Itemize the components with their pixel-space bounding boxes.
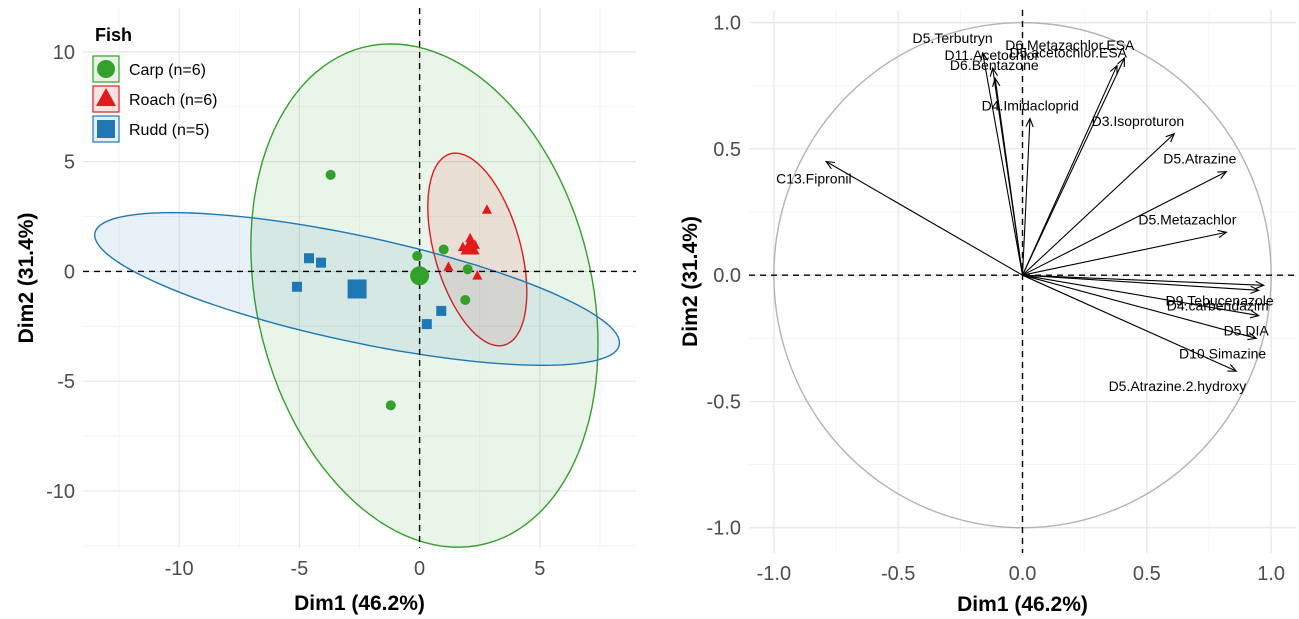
y-tick-label: -1.0 (707, 518, 741, 540)
variable-label: D4.Imidacloprid (982, 98, 1079, 114)
variable-arrow (1021, 118, 1031, 276)
arrow-head (824, 160, 836, 170)
variable-label: D11.Acetochlor (944, 47, 1039, 63)
x-tick-label: 0.0 (1009, 563, 1037, 585)
variable-arrow (1022, 133, 1175, 276)
variable-label: D5.DIA (1224, 323, 1270, 339)
variable-arrow (825, 161, 1023, 276)
variable-label: C13.Fipronil (776, 171, 851, 187)
variable-arrow (1022, 274, 1259, 291)
variable-arrow (1022, 274, 1257, 339)
y-tick-label: -0.5 (707, 391, 741, 413)
x-axis-title: Dim1 (46.2%) (294, 592, 425, 615)
x-tick-label: 5 (534, 558, 545, 580)
x-tick-label: -10 (165, 558, 194, 580)
data-point (481, 204, 492, 214)
variable-label: D5.Metazachlor (1138, 211, 1236, 227)
arrow-head (1117, 56, 1125, 68)
arrow-head (992, 76, 1001, 87)
confidence-ellipse (250, 43, 599, 548)
data-point (436, 305, 447, 316)
data-point (316, 257, 327, 268)
variable-label: D3.Isoproturon (1092, 113, 1185, 129)
legend-label: Carp (n=6) (129, 62, 206, 79)
variable-arrow (1022, 274, 1237, 372)
arrow-head (1025, 117, 1034, 128)
variable-label: D4.carbendazim (1167, 297, 1269, 313)
data-point (291, 281, 302, 292)
variable-label: D6.Metazachlor.ESA (1005, 37, 1135, 53)
arrow-head (980, 51, 989, 62)
data-point (462, 264, 473, 275)
x-tick-label: -1.0 (757, 563, 791, 585)
group-centroid (347, 279, 367, 299)
variable-arrow (1022, 171, 1227, 276)
y-tick-label: 10 (53, 42, 75, 64)
variable-label: D5.acetochlor.ESA (1009, 45, 1127, 61)
arrow-head (1250, 285, 1261, 295)
legend-title: Fish (95, 25, 132, 45)
y-tick-label: 0 (64, 261, 75, 283)
variable-label: D5.Atrazine.2.hydroxy (1109, 378, 1247, 394)
x-tick-label: 0 (414, 558, 425, 580)
arrow-head (1255, 280, 1266, 290)
arrow-head (1217, 229, 1228, 238)
arrow-head (1247, 332, 1258, 341)
arrow-head (1109, 64, 1118, 75)
x-tick-label: 1.0 (1257, 563, 1285, 585)
variable-arrow (982, 52, 1024, 276)
arrow-head (1217, 170, 1228, 179)
group-centroid (460, 236, 480, 255)
y-tick-label: -10 (46, 481, 75, 503)
data-point (438, 244, 449, 255)
data-point (325, 169, 336, 180)
arrow-head (1249, 310, 1261, 319)
variables-correlation-circle: -1.0 -0.5 0.0 0.5 1.0 -1.0 -0.5 0.0 0.5 1.0 D5.Ter… (679, 10, 1296, 616)
data-point (304, 253, 315, 264)
data-point (412, 251, 423, 262)
variable-arrow (994, 78, 1024, 276)
legend-marker (96, 88, 116, 106)
legend-label: Rudd (n=5) (129, 122, 210, 139)
data-point (385, 400, 396, 411)
variable-label: D5.Terbutryn (913, 30, 993, 46)
y-tick-label: -5 (57, 371, 75, 393)
x-axis-title: Dim1 (46.2%) (957, 593, 1088, 616)
variable-arrow (1022, 274, 1264, 286)
variable-arrow (1021, 65, 1118, 276)
data-point (460, 294, 471, 305)
y-tick-label: 5 (64, 152, 75, 174)
data-point (443, 261, 454, 271)
x-tick-label: -0.5 (881, 563, 915, 585)
data-point (472, 270, 483, 280)
arrow-head (989, 66, 998, 77)
x-tick-label: 0.5 (1133, 563, 1161, 585)
variable-label: D10.Simazine (1179, 345, 1266, 361)
y-tick-label: 0.5 (713, 139, 741, 161)
y-axis-title: Dim2 (31.4%) (679, 216, 702, 347)
y-tick-label: 1.0 (713, 13, 741, 35)
variable-arrow (1022, 274, 1259, 317)
confidence-ellipse (427, 152, 528, 347)
variable-label: D5.Atrazine (1163, 151, 1236, 167)
variable-label: D6.Bentazone (950, 57, 1039, 73)
group-centroid (410, 266, 430, 286)
data-point (421, 319, 432, 330)
x-tick-label: -5 (290, 558, 308, 580)
variable-arrow (1022, 231, 1227, 276)
legend-label: Roach (n=6) (129, 92, 218, 109)
legend-marker (97, 120, 115, 138)
variable-arrow (1022, 57, 1125, 276)
y-tick-label: 0.0 (713, 265, 741, 287)
y-axis-title: Dim2 (31.4%) (15, 213, 38, 344)
arrow-head (1227, 364, 1238, 372)
individuals-plot: -10 -5 0 5 -10 -5 0 5 10 Dim1 (46.2%) Dim2 (31.4%)… (15, 8, 636, 615)
legend-marker (97, 60, 115, 78)
arrow-head (1165, 132, 1176, 143)
